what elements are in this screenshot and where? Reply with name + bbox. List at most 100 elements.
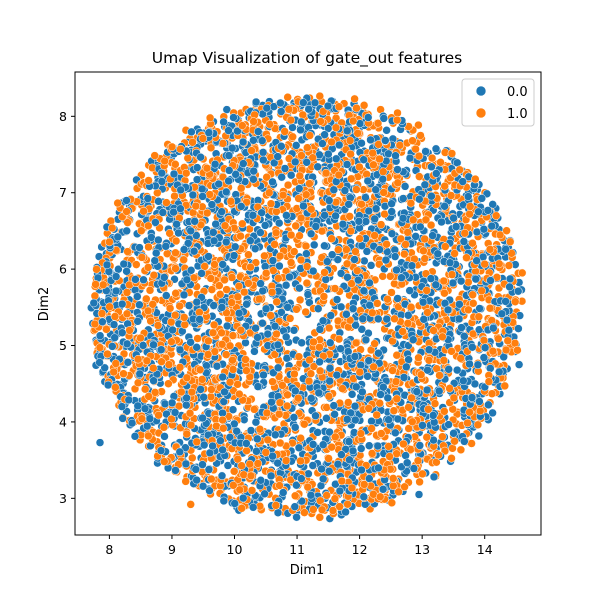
point-series-0	[256, 228, 265, 237]
point-series-0	[452, 365, 462, 375]
point-series-0	[382, 126, 391, 135]
point-series-0	[393, 294, 402, 303]
point-series-0	[325, 338, 335, 348]
point-series-0	[488, 408, 497, 418]
point-series-1	[471, 219, 480, 229]
point-series-1	[304, 376, 314, 386]
point-series-1	[296, 255, 306, 265]
point-series-0	[118, 414, 127, 423]
point-series-1	[269, 266, 278, 275]
point-series-1	[400, 249, 409, 259]
point-series-0	[117, 328, 127, 337]
point-series-1	[334, 102, 344, 111]
point-series-1	[415, 172, 424, 181]
point-series-1	[290, 491, 300, 501]
point-series-1	[202, 208, 212, 218]
point-series-0	[350, 352, 360, 361]
point-series-0	[324, 466, 334, 476]
point-series-0	[285, 272, 294, 282]
point-series-0	[142, 421, 152, 431]
point-series-0	[424, 345, 434, 354]
point-series-1	[447, 149, 457, 158]
point-series-1	[436, 158, 445, 167]
point-series-1	[228, 331, 238, 340]
point-series-1	[254, 294, 264, 304]
point-series-0	[260, 489, 269, 499]
point-series-1	[388, 366, 397, 375]
point-series-0	[321, 275, 331, 284]
point-series-1	[488, 346, 498, 356]
point-series-1	[206, 392, 216, 401]
point-series-0	[420, 180, 430, 190]
point-series-1	[274, 409, 284, 419]
point-series-0	[391, 151, 400, 160]
point-series-0	[192, 475, 201, 485]
point-series-0	[358, 387, 367, 397]
point-series-1	[186, 420, 196, 430]
point-series-0	[411, 232, 420, 241]
point-series-1	[236, 231, 245, 241]
point-series-0	[228, 405, 238, 414]
point-series-1	[353, 129, 362, 138]
point-series-1	[165, 304, 175, 313]
point-series-1	[90, 319, 100, 329]
point-series-1	[136, 333, 145, 343]
point-series-0	[187, 127, 196, 137]
point-series-1	[322, 491, 331, 500]
point-series-1	[302, 278, 312, 288]
point-series-1	[350, 94, 359, 104]
point-series-0	[340, 186, 350, 195]
point-series-0	[497, 309, 507, 319]
point-series-1	[392, 394, 402, 404]
point-series-0	[471, 274, 481, 284]
point-series-1	[301, 307, 310, 317]
point-series-0	[219, 496, 229, 506]
point-series-0	[167, 398, 177, 408]
point-series-0	[364, 206, 374, 216]
point-series-0	[336, 344, 345, 353]
point-series-0	[434, 386, 444, 396]
point-series-1	[249, 117, 258, 126]
point-series-1	[348, 116, 358, 126]
point-series-0	[332, 295, 342, 304]
point-series-1	[275, 481, 284, 490]
point-series-1	[338, 384, 347, 393]
point-series-1	[262, 172, 271, 182]
point-series-0	[199, 440, 209, 450]
point-series-1	[447, 454, 456, 463]
point-series-1	[237, 461, 246, 470]
point-series-0	[303, 290, 313, 299]
point-series-1	[285, 314, 295, 323]
point-series-0	[432, 169, 441, 178]
point-series-1	[165, 229, 174, 238]
point-series-1	[157, 357, 166, 366]
point-series-0	[209, 301, 218, 310]
point-series-0	[150, 256, 160, 265]
point-series-0	[249, 136, 258, 145]
point-series-0	[371, 185, 380, 194]
point-series-0	[313, 304, 323, 313]
point-series-1	[330, 494, 340, 503]
point-series-1	[414, 120, 423, 130]
point-series-1	[107, 223, 117, 233]
point-series-0	[383, 393, 393, 403]
point-series-1	[98, 280, 108, 290]
point-series-1	[420, 234, 429, 244]
point-series-0	[223, 461, 233, 470]
point-series-0	[294, 443, 304, 453]
point-series-0	[249, 166, 258, 176]
point-series-0	[374, 314, 383, 324]
point-series-0	[467, 393, 477, 402]
point-series-0	[224, 176, 233, 186]
point-series-1	[153, 321, 163, 330]
point-series-0	[336, 302, 346, 312]
point-series-1	[474, 312, 484, 322]
point-series-0	[204, 252, 213, 261]
point-series-1	[154, 410, 163, 420]
point-series-1	[464, 277, 473, 287]
point-series-0	[344, 200, 353, 209]
point-series-1	[215, 290, 225, 299]
point-series-0	[212, 361, 222, 371]
point-series-1	[245, 459, 255, 469]
point-series-1	[164, 360, 174, 369]
